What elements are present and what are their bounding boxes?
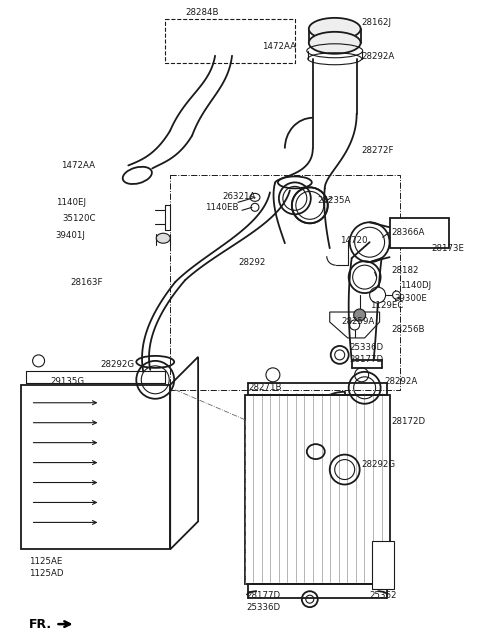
Text: 28163F: 28163F: [71, 277, 103, 287]
Text: 28292: 28292: [238, 258, 265, 266]
Text: 28177D: 28177D: [350, 356, 384, 364]
Text: 28271B: 28271B: [248, 384, 281, 392]
Text: 25336D: 25336D: [350, 343, 384, 352]
Circle shape: [354, 309, 366, 321]
Text: 1129EC: 1129EC: [370, 301, 403, 310]
Ellipse shape: [309, 18, 360, 40]
Text: 28162J: 28162J: [361, 18, 392, 27]
Bar: [21, 385, 170, 550]
Text: 28256B: 28256B: [392, 326, 425, 335]
FancyArrowPatch shape: [34, 501, 96, 504]
Circle shape: [370, 287, 385, 303]
Text: 25336D: 25336D: [246, 603, 280, 612]
Ellipse shape: [309, 32, 360, 54]
FancyArrowPatch shape: [34, 460, 96, 464]
Text: 14720: 14720: [340, 236, 367, 245]
Text: 1125AD: 1125AD: [29, 569, 63, 577]
Text: 28366A: 28366A: [392, 228, 425, 237]
FancyArrowPatch shape: [34, 421, 96, 425]
Text: 28177D: 28177D: [246, 591, 280, 600]
Text: 28292A: 28292A: [361, 52, 395, 61]
Text: 28292G: 28292G: [361, 460, 396, 469]
FancyArrowPatch shape: [34, 401, 96, 404]
Text: 28284B: 28284B: [185, 8, 219, 17]
Text: 39401J: 39401J: [56, 231, 85, 240]
Text: 1140EJ: 1140EJ: [56, 198, 85, 207]
Text: 28272F: 28272F: [361, 146, 394, 155]
FancyArrowPatch shape: [34, 520, 96, 524]
Text: 28292A: 28292A: [384, 377, 418, 386]
Text: 28292G: 28292G: [100, 361, 134, 370]
Text: 1140DJ: 1140DJ: [399, 280, 431, 289]
Ellipse shape: [156, 233, 170, 243]
Text: 35120C: 35120C: [62, 214, 96, 223]
Text: 28173E: 28173E: [432, 244, 465, 252]
Text: 25362: 25362: [370, 591, 397, 600]
Text: 28172D: 28172D: [392, 417, 426, 426]
Text: 28259A: 28259A: [342, 317, 375, 326]
Text: 29135G: 29135G: [50, 377, 84, 386]
Text: 1140EB: 1140EB: [205, 203, 239, 212]
Circle shape: [393, 291, 400, 299]
Text: 39300E: 39300E: [395, 294, 427, 303]
FancyBboxPatch shape: [390, 218, 449, 248]
Bar: [372, 541, 394, 589]
Text: 1472AA: 1472AA: [262, 42, 296, 52]
FancyArrowPatch shape: [34, 481, 96, 485]
Text: 1125AE: 1125AE: [29, 556, 62, 566]
Bar: [245, 395, 390, 584]
Text: 1472AA: 1472AA: [60, 161, 95, 170]
Text: 28182: 28182: [392, 266, 419, 275]
FancyArrowPatch shape: [34, 441, 96, 445]
Text: 28235A: 28235A: [318, 196, 351, 205]
Text: FR.: FR.: [29, 618, 52, 631]
Text: 26321A: 26321A: [222, 192, 255, 201]
